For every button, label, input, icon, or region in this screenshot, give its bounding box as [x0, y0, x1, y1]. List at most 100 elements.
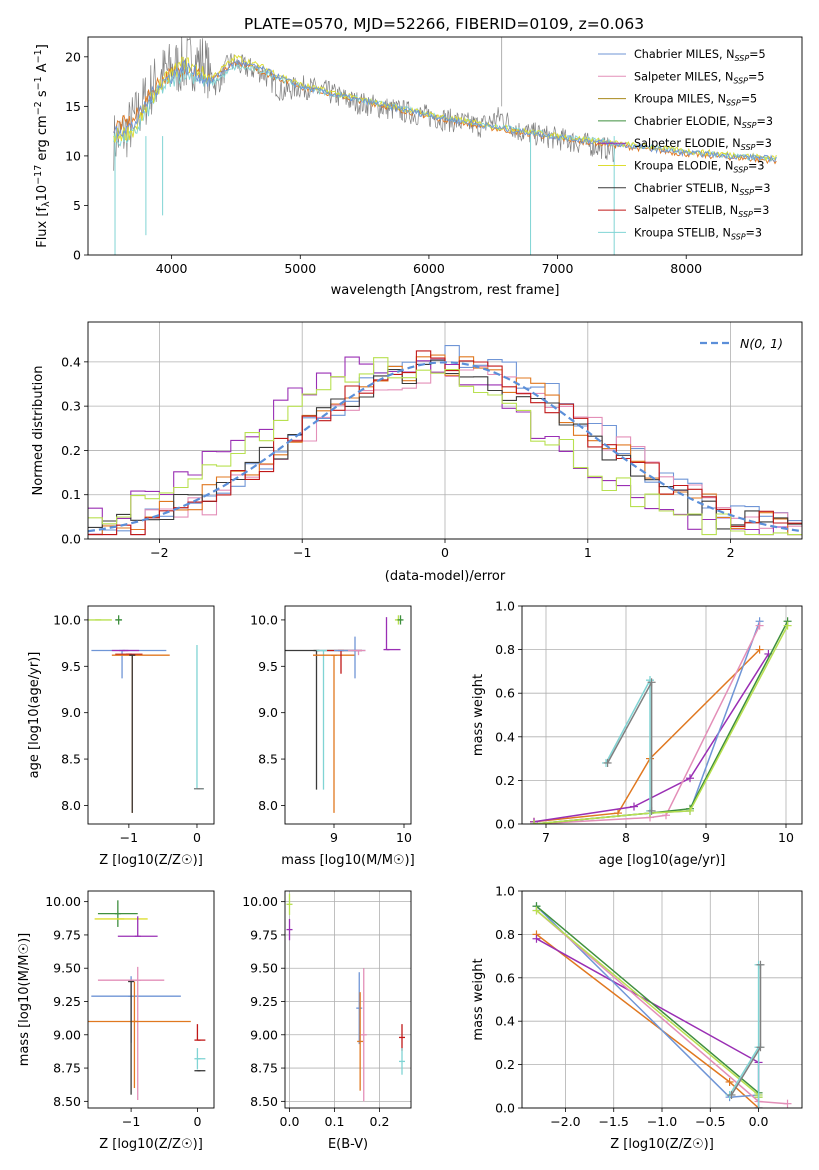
- y-tick-label: 8.5: [61, 752, 81, 767]
- y-tick-label: 0.8: [495, 642, 515, 657]
- x-axis-label: (data-model)/error: [385, 569, 506, 584]
- legend-sub: SSP: [733, 76, 748, 85]
- x-tick-label: 10: [396, 830, 412, 845]
- x-tick-label: 0.0: [749, 1114, 769, 1129]
- y-axis-label-part: ]: [35, 44, 50, 49]
- legend-suffix: =5: [741, 93, 758, 106]
- x-tick-label: −2: [150, 545, 168, 560]
- legend-suffix: =3: [756, 115, 773, 128]
- x-axis-label: Z [log10(Z/Z☉)]: [99, 853, 203, 868]
- legend-entry: Chabrier STELIB, NSSP=3: [634, 182, 771, 197]
- y-axis-label-part: s: [35, 90, 50, 101]
- legend-sub: SSP: [742, 121, 757, 130]
- legend-label: Salpeter STELIB, N: [634, 204, 738, 217]
- legend-suffix: =3: [754, 182, 771, 195]
- axes-frame: [87, 321, 803, 540]
- y-axis-label: mass [log10(M/M☉)]: [17, 933, 32, 1066]
- legend-suffix: =3: [753, 204, 770, 217]
- y-axis-label: Flux [fλ10−17 erg cm−2 s−1 A−1]: [33, 44, 52, 248]
- x-tick-label: 0: [193, 830, 201, 845]
- figure-title: PLATE=0570, MJD=52266, FIBERID=0109, z=0…: [244, 15, 644, 33]
- y-tick-label: 1.0: [495, 884, 515, 899]
- y-axis-label-part: A: [35, 63, 50, 76]
- axes-frame: [521, 890, 803, 1109]
- y-tick-label: 9.5: [61, 659, 81, 674]
- legend-suffix: =3: [748, 160, 765, 173]
- y-axis-label-part: −1: [33, 49, 44, 63]
- legend-label: Salpeter ELODIE, N: [634, 137, 741, 150]
- legend-entry: Kroupa STELIB, NSSP=3: [634, 226, 762, 241]
- panel-age-vs-Z: −1 0 8.0 8.5 9.0 9.5 10.0 Z [log10(Z/Z☉)] age [l…: [27, 605, 215, 868]
- panel-weight-vs-age: 7 8 9 10 0.0 0.2 0.4 0.6 0.8 1.0 age [log10(age/yr…: [471, 599, 803, 868]
- legend-entry: N(0, 1): [740, 336, 783, 351]
- x-tick-label: 0: [193, 1114, 201, 1129]
- legend-label: Chabrier STELIB, N: [634, 182, 739, 195]
- y-tick-label: 0.4: [61, 354, 81, 369]
- legend-sub: SSP: [741, 143, 756, 152]
- y-tick-label: 0.2: [495, 1057, 515, 1072]
- y-tick-label: 9.25: [53, 994, 81, 1009]
- plot-area-spectrum: [113, 37, 777, 255]
- x-tick-label: 1: [584, 545, 592, 560]
- plot-area-weight-vs-age: [530, 617, 792, 824]
- legend-entry: Salpeter ELODIE, NSSP=3: [634, 137, 772, 152]
- y-tick-label: 9.5: [258, 659, 278, 674]
- x-tick-label: −1.5: [599, 1114, 629, 1129]
- y-tick-label: 0.6: [495, 970, 515, 985]
- panel-residuals: −2 −1 0 1 2 0.0 0.1 0.2 0.3 0.4 (data-model)/error…: [31, 321, 803, 584]
- y-tick-label: 10.0: [53, 612, 81, 627]
- axes-frame: [521, 605, 803, 825]
- legend-entry: Kroupa ELODIE, NSSP=3: [634, 160, 765, 175]
- axes-frame: [284, 605, 412, 825]
- y-tick-label: 0.8: [495, 927, 515, 942]
- legend-sub: SSP: [738, 210, 753, 219]
- y-tick-label: 0.3: [61, 399, 81, 414]
- x-axis-label: mass [log10(M/M☉)]: [281, 853, 414, 868]
- y-tick-label: 9.50: [53, 961, 81, 976]
- x-tick-label: 7: [542, 830, 550, 845]
- legend-suffix: =3: [746, 226, 763, 239]
- weight-line: [533, 625, 761, 824]
- histogram-step: [88, 345, 802, 536]
- plot-area-mass-vs-EBV: [286, 893, 405, 1102]
- y-axis-label: mass weight: [471, 958, 486, 1040]
- y-axis-label-part: erg cm: [35, 115, 50, 164]
- x-axis-label: Z [log10(Z/Z☉)]: [610, 1137, 714, 1152]
- legend-suffix: =3: [755, 137, 772, 150]
- y-tick-label: 8.0: [61, 798, 81, 813]
- y-tick-label: 10: [65, 148, 81, 163]
- y-tick-label: 0.2: [495, 773, 515, 788]
- y-tick-label: 9.00: [53, 1027, 81, 1042]
- y-tick-label: 1.0: [495, 599, 515, 614]
- x-tick-label: 5000: [284, 261, 316, 276]
- weight-line: [533, 649, 761, 823]
- plot-area-weight-vs-Z: [532, 902, 792, 1108]
- y-tick-label: 8.0: [258, 798, 278, 813]
- y-tick-label: 8.50: [250, 1094, 278, 1109]
- y-tick-label: 0.0: [495, 817, 515, 832]
- x-tick-label: 4000: [156, 261, 188, 276]
- x-tick-label: 8: [622, 830, 630, 845]
- y-tick-label: 9.0: [61, 705, 81, 720]
- x-tick-label: 9: [330, 830, 338, 845]
- x-tick-label: 10: [778, 830, 794, 845]
- legend-entry: Chabrier MILES, NSSP=5: [634, 48, 766, 63]
- y-tick-label: 0.4: [495, 1014, 515, 1029]
- x-tick-label: −1: [120, 830, 138, 845]
- x-tick-label: 0: [441, 545, 449, 560]
- x-tick-label: 0.1: [325, 1114, 345, 1129]
- y-tick-label: 0: [73, 248, 81, 263]
- legend-label: Kroupa MILES, N: [634, 93, 726, 106]
- model-spectrum: [113, 59, 777, 163]
- x-tick-label: 2: [727, 545, 735, 560]
- y-axis-label-part: −2: [33, 101, 44, 115]
- y-tick-label: 10.0: [250, 612, 278, 627]
- y-axis-label-part: Flux [f: [35, 207, 50, 248]
- y-tick-label: 9.50: [250, 961, 278, 976]
- legend-sub: SSP: [731, 232, 746, 241]
- panel-weight-vs-Z: −2.0 −1.5 −1.0 −0.5 0.0 0.0 0.2 0.4 0.6 0.8 1.0 Z […: [471, 884, 803, 1152]
- y-tick-label: 9.0: [258, 705, 278, 720]
- plot-area-age-vs-Z: [88, 615, 204, 813]
